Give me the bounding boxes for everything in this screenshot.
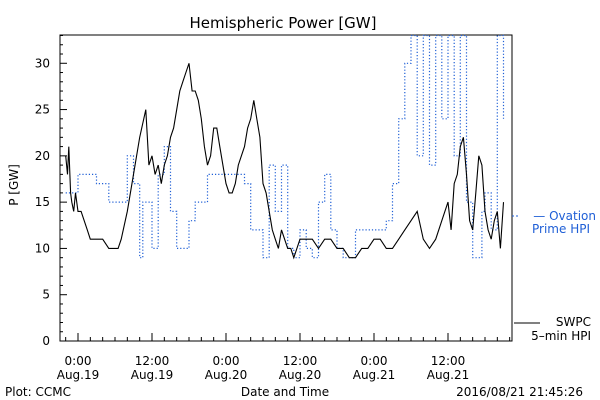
y-axis-label: P [GW] (7, 164, 21, 206)
y-axis: 0 5 10 15 20 25 30 (35, 35, 67, 348)
x-tick-date: Aug.20 (279, 368, 322, 382)
x-tick-time: 12:00 (135, 354, 170, 368)
legend-swpc-line1: SWPC (556, 315, 591, 329)
x-tick-date: Aug.21 (353, 368, 396, 382)
legend-ovation-line2: Prime HPI (532, 222, 590, 236)
y-tick-label: 30 (35, 56, 50, 70)
series-line-swpc (65, 63, 505, 260)
plot-area (65, 34, 518, 260)
x-tick-date: Aug.19 (131, 368, 174, 382)
series-line-ovation (65, 34, 505, 259)
y-tick-label: 15 (35, 195, 50, 209)
x-axis-label: Date and Time (241, 385, 329, 399)
x-tick-time: 0:00 (361, 354, 388, 368)
chart-title: Hemispheric Power [GW] (190, 14, 377, 32)
plot-credit: Plot: CCMC (5, 385, 71, 399)
x-tick-time: 12:00 (431, 354, 466, 368)
x-tick-time: 0:00 (65, 354, 92, 368)
y-tick-label: 20 (35, 149, 50, 163)
y-tick-label: 5 (42, 288, 50, 302)
legend-swpc-line2: 5–min HPI (531, 329, 591, 343)
timestamp: 2016/08/21 21:45:26 (456, 385, 583, 399)
x-tick-date: Aug.20 (205, 368, 248, 382)
y-tick-label: 10 (35, 241, 50, 255)
x-tick-date: Aug.21 (427, 368, 470, 382)
plot-frame (59, 34, 513, 342)
legend-ovation-line1: — Ovation (533, 209, 596, 223)
y-tick-label: 0 (42, 334, 50, 348)
x-tick-time: 0:00 (213, 354, 240, 368)
x-tick-date: Aug.19 (57, 368, 100, 382)
x-tick-time: 12:00 (283, 354, 318, 368)
x-axis: 0:00Aug.1912:00Aug.190:00Aug.2012:00Aug.… (57, 333, 511, 382)
y-tick-label: 25 (35, 103, 50, 117)
